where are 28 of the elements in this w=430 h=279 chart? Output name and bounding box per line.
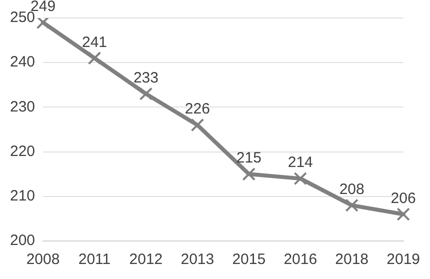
- x-tick-label: 2013: [180, 251, 214, 268]
- x-tick-label: 2016: [284, 251, 318, 268]
- data-label: 215: [236, 150, 262, 167]
- point: [294, 172, 308, 186]
- x-tick-label: 2008: [26, 251, 60, 268]
- x-tick-label: 2012: [129, 251, 163, 268]
- point: [396, 208, 410, 221]
- point: [88, 51, 102, 65]
- point: [345, 198, 359, 212]
- y-tick-label: 220: [10, 142, 36, 160]
- point: [190, 118, 204, 132]
- data-label: 226: [184, 100, 210, 118]
- data-label: 214: [288, 154, 313, 172]
- point: [139, 87, 153, 100]
- x-tick-label: 2019: [386, 251, 420, 268]
- y-tick-label: 200: [10, 232, 36, 250]
- y-tick-label: 230: [10, 98, 36, 116]
- data-label: 206: [390, 190, 416, 207]
- x-tick-label: 2011: [78, 251, 111, 268]
- y-tick-label: 240: [10, 54, 36, 71]
- x-tick-label: 2018: [335, 251, 369, 268]
- data-label: 241: [82, 34, 108, 51]
- point: [242, 167, 256, 181]
- point: [36, 18, 50, 30]
- x-tick-label: 2015: [232, 251, 266, 268]
- data-label: 208: [339, 180, 364, 198]
- y-tick-label: 210: [10, 188, 36, 205]
- data-label: 233: [133, 69, 158, 86]
